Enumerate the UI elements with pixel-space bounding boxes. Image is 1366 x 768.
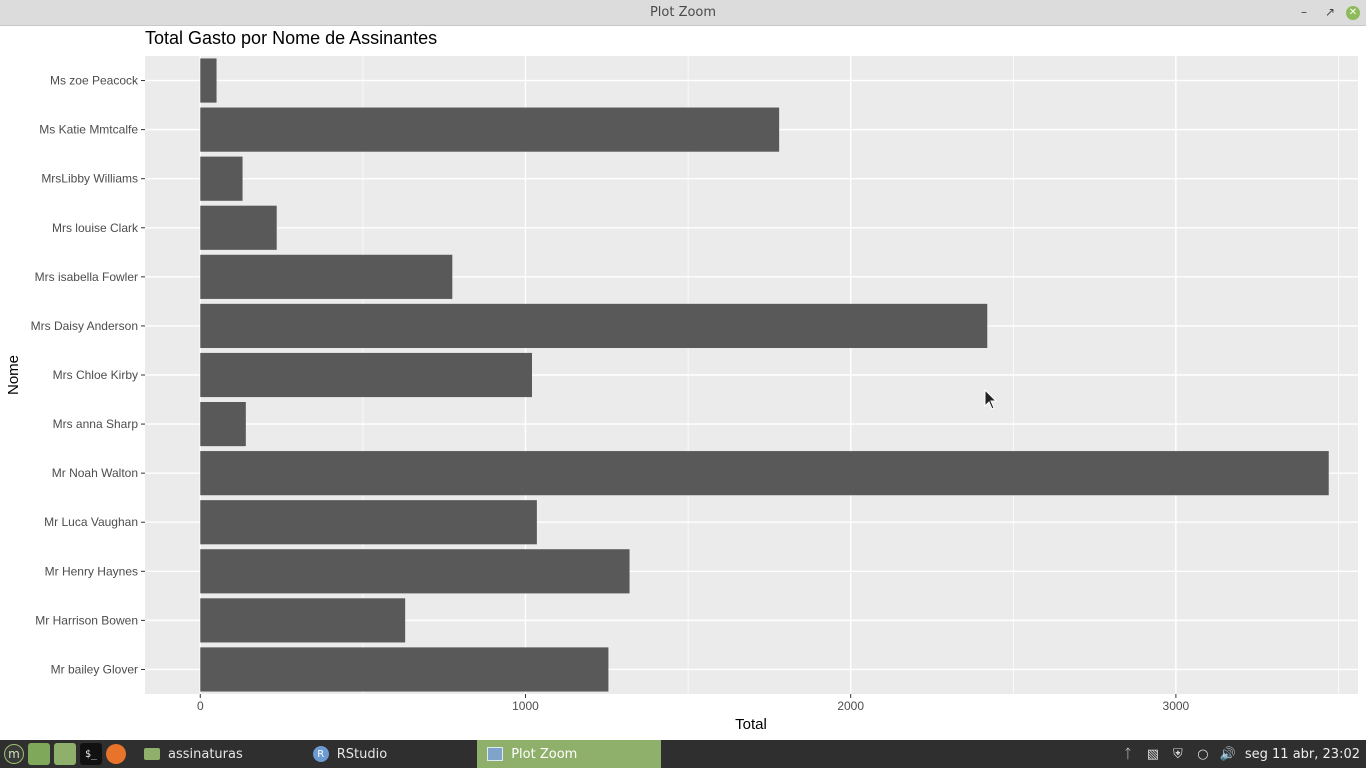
bluetooth-icon[interactable]: ᛏ — [1123, 746, 1132, 762]
task-assinaturas[interactable]: assinaturas — [134, 740, 253, 768]
task-label: RStudio — [336, 746, 388, 762]
show-desktop-icon[interactable] — [28, 743, 50, 765]
bar-chart: Total Gasto por Nome de Assinantes Ms zo… — [5, 28, 1358, 733]
minimize-button[interactable]: – — [1301, 5, 1307, 19]
menu-icon[interactable]: m — [4, 744, 24, 764]
y-tick-label: Mr Henry Haynes — [45, 564, 138, 578]
files-icon[interactable] — [54, 743, 76, 765]
bar — [200, 647, 609, 692]
volume-icon[interactable]: 🔊 — [1219, 746, 1236, 762]
bar — [200, 598, 406, 643]
y-tick-label: Mr Luca Vaughan — [44, 515, 138, 529]
window-controls: – ↗ ✕ — [1294, 3, 1360, 21]
mouse-cursor — [984, 388, 998, 410]
plot-area: Total Gasto por Nome de Assinantes Ms zo… — [0, 26, 1366, 740]
task-plot-zoom[interactable]: Plot Zoom — [477, 740, 662, 768]
bar — [200, 549, 630, 594]
task-rstudio[interactable]: R RStudio — [303, 740, 397, 768]
firefox-icon[interactable] — [106, 744, 126, 764]
y-tick-label: Mrs Daisy Anderson — [31, 319, 138, 333]
y-tick-label: Mrs louise Clark — [52, 221, 139, 235]
bar — [200, 451, 1329, 496]
y-tick-label: Ms Katie Mmtcalfe — [39, 123, 138, 137]
task-label: Plot Zoom — [511, 746, 578, 762]
clock[interactable]: seg 11 abr, 23:02 — [1244, 746, 1360, 762]
x-tick-label: 3000 — [1163, 699, 1190, 713]
y-tick-label: Mrs Chloe Kirby — [53, 368, 138, 382]
y-tick-label: Mrs anna Sharp — [53, 417, 139, 431]
bar — [200, 107, 780, 152]
x-tick-label: 1000 — [512, 699, 539, 713]
taskbar: m $_ assinaturas R RStudio Plot Zoom ᛏ ▧… — [0, 740, 1366, 768]
terminal-icon[interactable]: $_ — [80, 743, 102, 765]
y-axis-label: Nome — [5, 355, 22, 395]
window-title: Plot Zoom — [649, 5, 717, 20]
chart-title: Total Gasto por Nome de Assinantes — [145, 28, 437, 48]
bar — [200, 156, 243, 201]
x-tick-label: 0 — [197, 699, 204, 713]
y-tick-label: Mr bailey Glover — [51, 662, 138, 676]
bar — [200, 401, 246, 447]
window-icon — [487, 747, 504, 761]
y-axis: Ms zoe Peacock Ms Katie Mmtcalfe MrsLibby … — [31, 74, 145, 676]
y-tick-label: Ms zoe Peacock — [50, 74, 139, 88]
y-tick-label: MrsLibby Williams — [41, 172, 138, 186]
x-axis: 0 1000 2000 3000 — [197, 694, 1190, 713]
x-tick-label: 2000 — [837, 699, 864, 713]
bar — [200, 254, 453, 299]
clipboard-icon[interactable]: ▧ — [1146, 746, 1160, 762]
bar — [200, 205, 277, 250]
update-shield-icon[interactable]: ⛨ — [1172, 746, 1183, 762]
y-tick-label: Mr Noah Walton — [52, 466, 138, 480]
network-icon[interactable]: ○ — [1197, 746, 1209, 762]
bar — [200, 58, 217, 103]
y-tick-label: Mr Harrison Bowen — [35, 613, 138, 627]
close-button[interactable]: ✕ — [1346, 5, 1360, 20]
system-tray: ᛏ ▧ ⛨ ○ 🔊 seg 11 abr, 23:02 — [1120, 746, 1366, 762]
x-axis-label: Total — [735, 716, 767, 733]
window-titlebar: Plot Zoom – ↗ ✕ — [0, 0, 1366, 26]
bar — [200, 500, 537, 545]
bar — [200, 303, 988, 349]
folder-icon — [144, 748, 160, 760]
bars — [200, 58, 1329, 692]
rstudio-icon: R — [312, 746, 329, 762]
bar — [200, 352, 532, 398]
y-tick-label: Mrs isabella Fowler — [35, 270, 138, 284]
task-label: assinaturas — [168, 746, 243, 762]
maximize-button[interactable]: ↗ — [1324, 5, 1336, 19]
